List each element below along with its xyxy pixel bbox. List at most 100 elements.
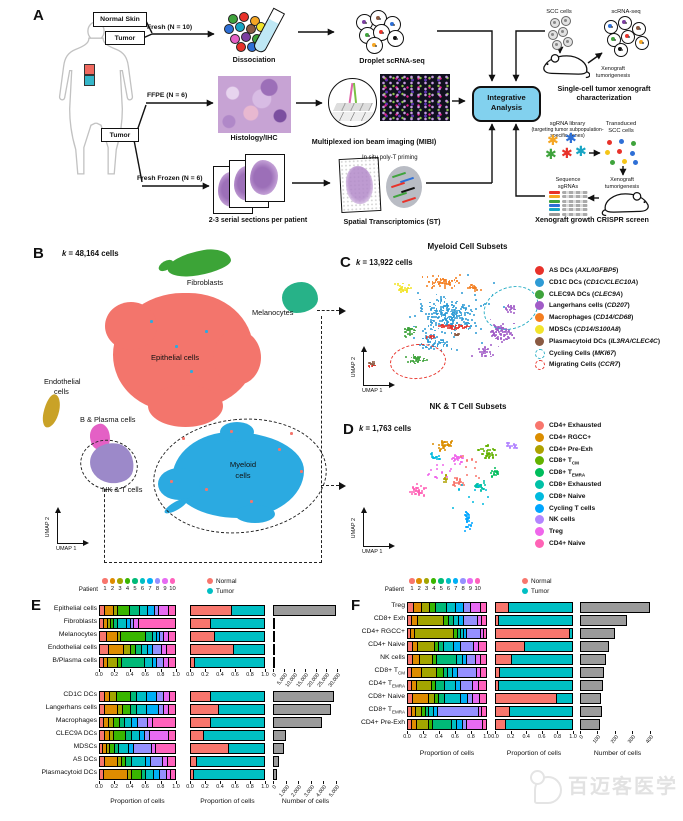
- bar-segment: [131, 718, 139, 727]
- scc-cell-core: [564, 19, 567, 22]
- axis-tick: [99, 781, 100, 784]
- patient-dot: [460, 578, 466, 584]
- dashed-connector: [321, 485, 339, 486]
- axis-tick-label: 0.0: [95, 783, 103, 790]
- bar-segment: [126, 731, 133, 740]
- patient-dot: [169, 578, 175, 584]
- bar-segment: [466, 629, 481, 638]
- normal-tumor-bar: [495, 667, 573, 678]
- umap-x-axis: [363, 546, 390, 547]
- tumor-legend-dot: [522, 588, 528, 594]
- bar-segment: [104, 757, 118, 766]
- bar-row-label: CD8+ Exh: [373, 615, 405, 623]
- bar-segment: [146, 705, 160, 714]
- panel-b-k-text: k = 48,164 cells: [62, 249, 119, 258]
- axis-tick-label: 1.0: [261, 783, 269, 790]
- bar-segment: [429, 707, 434, 716]
- normal-segment: [191, 705, 220, 714]
- bar-segment: [121, 632, 147, 641]
- bar-segment: [110, 619, 114, 628]
- st-label: Spatial Transcriptomics (ST): [343, 217, 441, 226]
- panel-d-label: D: [343, 421, 354, 438]
- axis-tick: [304, 669, 306, 672]
- bar-segment: [448, 668, 454, 677]
- axis-tick: [294, 669, 296, 672]
- cell-icon: [224, 24, 234, 34]
- sequence-wave: [562, 212, 588, 216]
- dashed-connector: [104, 562, 322, 563]
- scc-cell-core: [551, 33, 554, 36]
- normal-tumor-bar: [495, 680, 573, 691]
- cell-count-bar: [580, 706, 602, 717]
- axis-tick: [160, 781, 162, 784]
- bar-segment: [453, 616, 460, 625]
- umap-y-arrowhead: [360, 507, 367, 513]
- bar-segment: [104, 731, 110, 740]
- bar-segment: [462, 655, 468, 664]
- bar-segment: [138, 718, 149, 727]
- bar-segment: [109, 692, 118, 701]
- axis-tick-label: 0.4: [522, 733, 530, 740]
- patient-stacked-bar: [407, 719, 487, 730]
- cell-count-bar: [580, 693, 601, 704]
- axis-tick: [326, 669, 328, 672]
- bar-segment: [159, 705, 165, 714]
- patient-number: 2: [110, 586, 115, 592]
- normal-skin-label: Normal Skin: [100, 16, 140, 23]
- myeloid-label-1: Myeloid: [229, 460, 257, 469]
- axis-tick: [315, 669, 317, 672]
- dashed-connector: [317, 310, 339, 311]
- patient-stacked-bar: [99, 743, 176, 754]
- tumor-segment: [509, 707, 572, 716]
- cell-count-bar: [580, 641, 609, 652]
- bar-segment: [146, 692, 158, 701]
- bar-segment: [164, 632, 170, 641]
- tumor-segment: [569, 629, 572, 638]
- bar-segment: [114, 731, 127, 740]
- cell-icon: [239, 12, 249, 22]
- bar-segment: [457, 668, 477, 677]
- tumor-mid-label: Tumor: [109, 132, 131, 139]
- bar-segment: [435, 603, 448, 612]
- integrative-analysis-box: Integrative Analysis: [472, 86, 541, 122]
- microscope-slide-icon: [328, 78, 377, 127]
- normal-segment: [191, 744, 230, 753]
- transduced-cell-icon: [607, 140, 612, 145]
- bar-segment: [482, 707, 486, 716]
- normal-segment: [191, 757, 198, 766]
- cell-in-droplet-icon: [392, 35, 397, 40]
- cell-in-droplet-icon: [392, 23, 395, 26]
- tumor-segment: [219, 705, 264, 714]
- axis-tick: [283, 669, 285, 672]
- patient-dot: [124, 578, 130, 584]
- bar-segment: [416, 720, 429, 729]
- cell-in-droplet-icon: [642, 42, 644, 44]
- patient-number: 3: [118, 586, 122, 592]
- bar-segment: [136, 705, 147, 714]
- bar-segment: [160, 632, 165, 641]
- cell-count-bar: [580, 628, 615, 639]
- bar-segment: [162, 645, 168, 654]
- patient-stacked-bar: [407, 641, 487, 652]
- bar-segment: [131, 705, 137, 714]
- patient-dot: [154, 578, 160, 584]
- mibi-image: [380, 74, 450, 121]
- axis-tick: [250, 781, 251, 784]
- axis-tick: [265, 781, 266, 784]
- tumor-segment: [194, 770, 264, 779]
- patient-dot: [474, 578, 481, 584]
- bar-segment: [126, 757, 132, 766]
- bar-segment: [431, 681, 437, 690]
- umap-x-arrowhead: [83, 540, 89, 546]
- bar-segment: [456, 603, 464, 612]
- axis-tick: [220, 669, 221, 672]
- cell-in-droplet-icon: [639, 28, 641, 30]
- bar-segment: [100, 757, 105, 766]
- tumor-segment: [194, 658, 264, 667]
- cluster-myeloid-lobe: [220, 422, 254, 442]
- bar-segment: [414, 629, 455, 638]
- sgrna-flower-icon: ✱: [575, 144, 587, 160]
- axis-tick: [190, 781, 191, 784]
- bar-segment: [100, 731, 105, 740]
